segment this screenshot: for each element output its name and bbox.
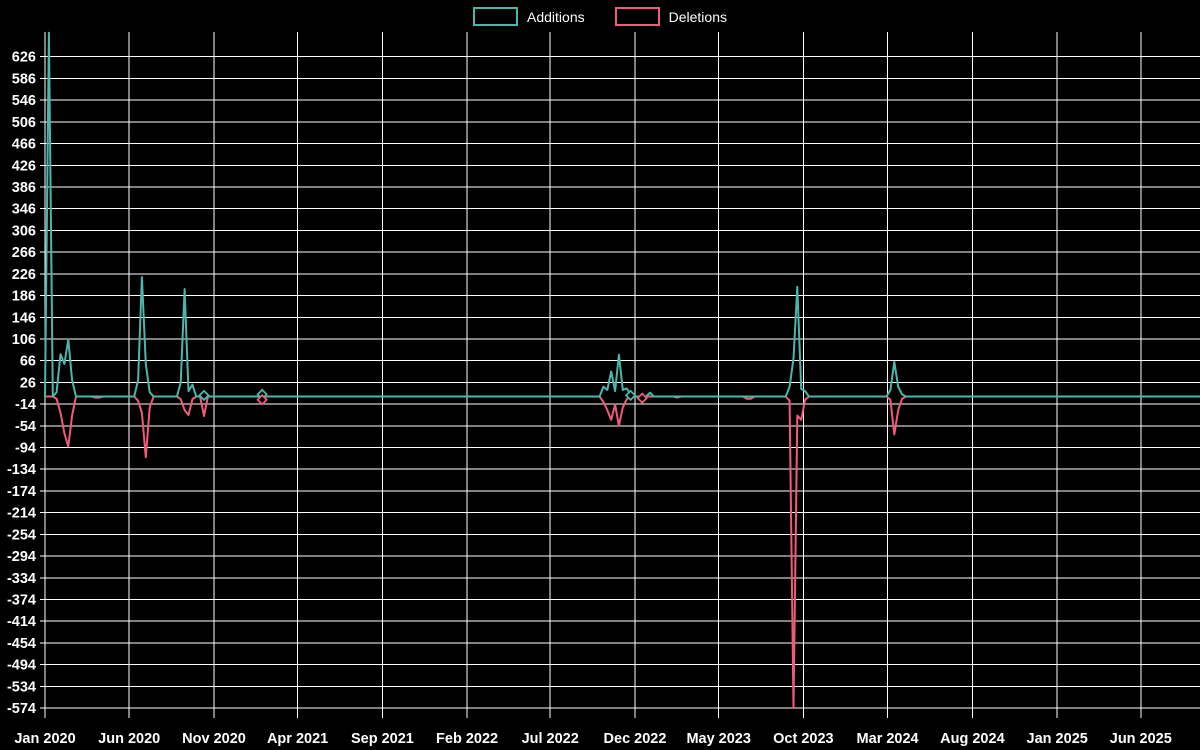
y-tick-label: -374 <box>7 593 36 609</box>
y-tick-label: -534 <box>7 679 36 695</box>
deletions-line[interactable] <box>44 395 1200 710</box>
y-tick-label: -14 <box>15 397 36 413</box>
x-tick-label: May 2023 <box>686 731 751 747</box>
chart-legend: Additions Deletions <box>0 7 1200 26</box>
x-tick-label: Mar 2024 <box>857 731 919 747</box>
y-tick-label: -294 <box>7 549 36 565</box>
additions-line[interactable] <box>44 31 1200 398</box>
diamond-point-marker[interactable] <box>624 389 637 402</box>
diamond-point-marker[interactable] <box>636 392 648 404</box>
x-tick-label: Jul 2022 <box>522 731 579 747</box>
y-tick-label: 266 <box>12 245 36 261</box>
diamond-point-marker[interactable] <box>256 393 268 406</box>
legend-label-additions: Additions <box>527 8 585 25</box>
legend-item-deletions[interactable]: Deletions <box>614 7 727 26</box>
y-tick-label: 586 <box>12 71 36 87</box>
x-tick-label: Nov 2020 <box>182 731 246 747</box>
y-tick-label: 626 <box>12 50 36 66</box>
x-tick-label: Sep 2021 <box>351 731 414 747</box>
y-tick-label: 386 <box>12 180 36 196</box>
y-tick-label: 306 <box>12 223 36 239</box>
y-tick-label: 466 <box>12 137 36 153</box>
y-tick-label: -54 <box>15 419 36 435</box>
y-tick-label: 346 <box>12 202 36 218</box>
y-tick-label: 226 <box>12 267 36 283</box>
y-axis-labels: 626 586 546 506 466 426 386 346 306 266 226 186 146 1… <box>7 50 36 717</box>
point-markers <box>198 388 648 406</box>
deletions-swatch-icon <box>614 7 660 26</box>
y-tick-label: 66 <box>20 354 36 370</box>
y-tick-label: 146 <box>12 310 36 326</box>
y-tick-label: -574 <box>7 701 36 717</box>
y-tick-label: 186 <box>12 289 36 305</box>
y-tick-label: -454 <box>7 636 36 652</box>
y-tick-label: 106 <box>12 332 36 348</box>
y-tick-label: -174 <box>7 484 36 500</box>
x-tick-label: Jan 2020 <box>14 731 75 747</box>
y-tick-label: -134 <box>7 462 36 478</box>
y-tick-label: -494 <box>7 658 36 674</box>
x-tick-label: Jun 2025 <box>1110 731 1172 747</box>
y-tick-label: -254 <box>7 527 36 543</box>
x-tick-label: Jan 2025 <box>1027 731 1088 747</box>
y-tick-label: -214 <box>7 506 36 522</box>
additions-swatch-icon <box>473 7 519 26</box>
y-tick-label: 546 <box>12 93 36 109</box>
y-tick-label: 426 <box>12 158 36 174</box>
diamond-point-marker[interactable] <box>198 389 210 402</box>
legend-item-additions[interactable]: Additions <box>473 7 585 26</box>
y-tick-label: -414 <box>7 614 36 630</box>
y-tick-label: 26 <box>20 375 36 391</box>
y-tick-label: 506 <box>12 115 36 131</box>
x-tick-label: Dec 2022 <box>604 731 667 747</box>
y-tick-label: -94 <box>15 441 36 457</box>
x-tick-label: Aug 2024 <box>940 731 1004 747</box>
x-tick-label: Jun 2020 <box>98 731 160 747</box>
x-tick-label: Feb 2022 <box>436 731 498 747</box>
y-tick-label: -334 <box>7 571 36 587</box>
x-tick-label: Oct 2023 <box>773 731 833 747</box>
legend-label-deletions: Deletions <box>668 8 727 25</box>
grid-lines <box>40 32 1200 718</box>
x-axis-labels: Jan 2020 Jun 2020 Nov 2020 Apr 2021 Sep 2021… <box>14 731 1171 747</box>
x-tick-label: Apr 2021 <box>267 731 328 747</box>
